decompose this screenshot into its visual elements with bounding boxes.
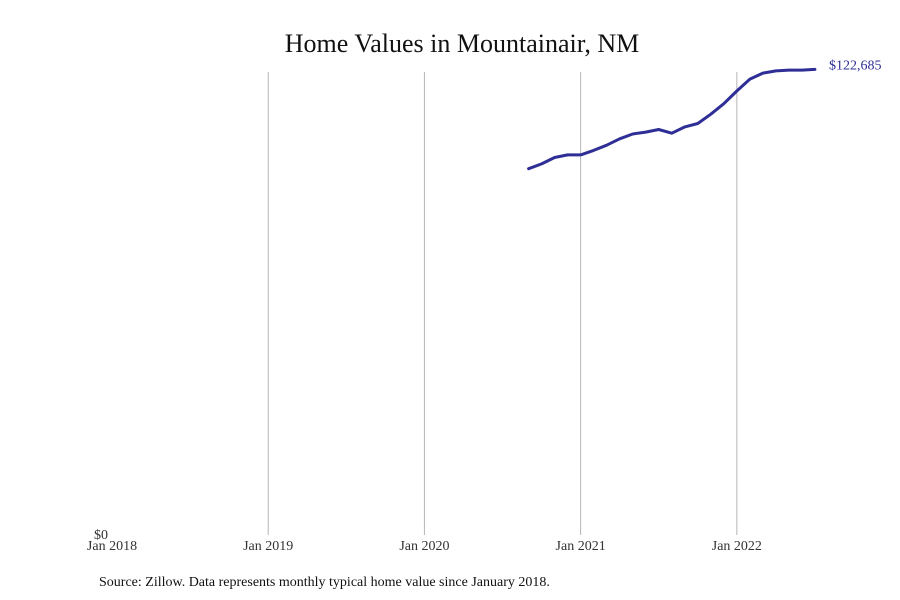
series-lines — [527, 67, 817, 171]
x-tick-label: Jan 2022 — [712, 539, 762, 554]
series-line — [527, 67, 817, 171]
x-tick-label: Jan 2018 — [87, 539, 137, 554]
series-end-labels: $122,685 — [829, 58, 882, 73]
x-tick-label: Jan 2021 — [556, 539, 606, 554]
series-end-label: $122,685 — [829, 58, 882, 73]
x-tick-label: Jan 2020 — [399, 539, 449, 554]
chart-title: Home Values in Mountainair, NM — [285, 29, 640, 58]
x-axis-ticks: Jan 2018 Jan 2019 Jan 2020 Jan 2021 Jan 2022 — [87, 539, 762, 554]
grid-lines — [267, 72, 738, 535]
source-note: Source: Zillow. Data represents monthly … — [99, 575, 550, 590]
y-axis-ticks: $0 — [94, 528, 108, 543]
x-tick-label: Jan 2019 — [243, 539, 293, 554]
y-tick-label: $0 — [94, 528, 108, 543]
